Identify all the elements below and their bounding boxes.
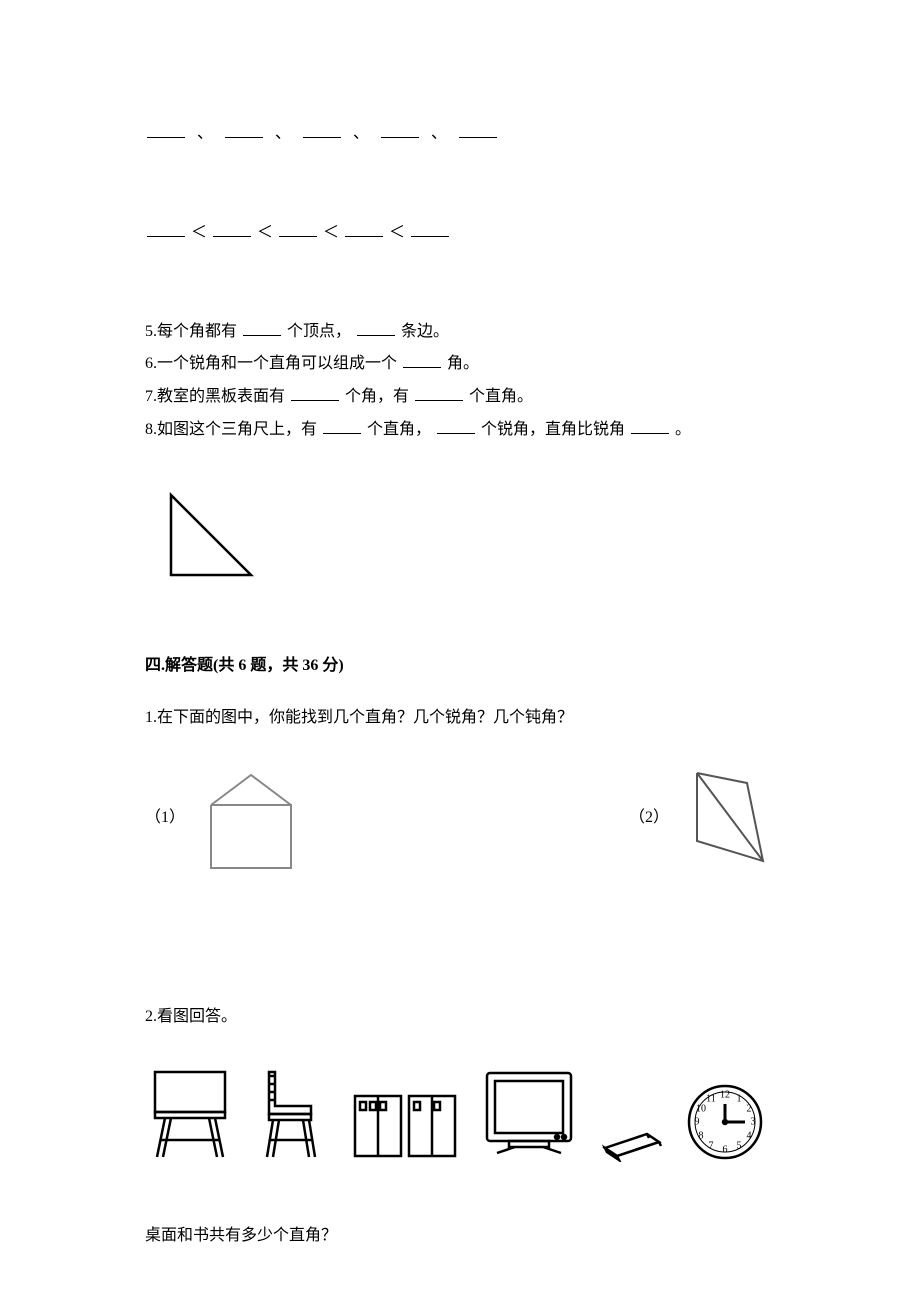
svg-text:11: 11 [706, 1093, 716, 1104]
question-6: 6.一个锐角和一个直角可以组成一个 角。 [145, 350, 775, 379]
shape1-label: （1） [145, 804, 185, 833]
question-5: 5.每个角都有 个顶点， 条边。 [145, 318, 775, 347]
section-4-header: 四.解答题(共 6 题，共 36 分) [145, 652, 775, 681]
eraser-icon [597, 1122, 667, 1162]
question-8: 8.如图这个三角尺上，有 个直角， 个锐角，直角比锐角 。 [145, 416, 775, 445]
svg-text:6: 6 [723, 1144, 728, 1155]
s4-question-1: 1.在下面的图中，你能找到几个直角？几个锐角？几个钝角？ [145, 704, 775, 733]
separator: 、 [275, 120, 291, 149]
svg-text:12: 12 [720, 1089, 730, 1100]
separator: 、 [353, 120, 369, 149]
separator: ＜ [389, 224, 405, 241]
s4q1-shapes-row: （1） （2） [145, 763, 775, 873]
blank [279, 221, 317, 237]
blank [147, 221, 185, 237]
separator: 、 [431, 120, 447, 149]
svg-text:4: 4 [747, 1130, 752, 1141]
triangle-icon [151, 485, 261, 585]
blank [411, 221, 449, 237]
blank [243, 320, 281, 336]
svg-text:3: 3 [751, 1116, 756, 1127]
blank [147, 122, 185, 138]
blank [437, 418, 475, 434]
q8-text-1: 8.如图这个三角尺上，有 [145, 421, 317, 438]
blank [345, 221, 383, 237]
q5-text-1: 5.每个角都有 [145, 323, 237, 340]
blank-sequence-2: ＜ ＜ ＜ ＜ [145, 219, 775, 248]
blank [381, 122, 419, 138]
chair-icon [253, 1062, 333, 1162]
q5-text-2: 个顶点， [287, 323, 351, 340]
question-7: 7.教室的黑板表面有 个角，有 个直角。 [145, 383, 775, 412]
blank [323, 418, 361, 434]
blank [291, 385, 339, 401]
q7-text-2: 个角，有 [345, 388, 409, 405]
shape2-label: （2） [629, 804, 669, 833]
svg-text:2: 2 [747, 1103, 752, 1114]
svg-text:5: 5 [737, 1140, 742, 1151]
q8-text-3: 个锐角，直角比锐角 [481, 421, 625, 438]
blank [303, 122, 341, 138]
set-square-figure [145, 479, 267, 602]
q8-text-4: 。 [675, 421, 691, 438]
quadrilateral-shape-icon [685, 763, 775, 873]
blank [357, 320, 395, 336]
separator: ＜ [323, 224, 339, 241]
svg-text:7: 7 [709, 1140, 714, 1151]
s4-question-2: 2.看图回答。 [145, 1003, 775, 1032]
q7-text-3: 个直角。 [469, 388, 533, 405]
books-icon [351, 1092, 461, 1162]
clock-icon: 12 1 2 3 4 5 6 7 8 9 10 11 [685, 1082, 765, 1162]
q5-text-3: 条边。 [401, 323, 449, 340]
blank [213, 221, 251, 237]
q8-text-2: 个直角， [367, 421, 431, 438]
q6-text-2: 角。 [447, 355, 479, 372]
q6-text-1: 6.一个锐角和一个直角可以组成一个 [145, 355, 397, 372]
s4q2-bottom-text: 桌面和书共有多少个直角？ [145, 1222, 775, 1251]
blank [415, 385, 463, 401]
svg-text:10: 10 [696, 1103, 706, 1114]
shape-group-1: （1） [145, 763, 509, 873]
svg-text:9: 9 [695, 1116, 700, 1127]
blank [403, 352, 441, 368]
objects-row: 12 1 2 3 4 5 6 7 8 9 10 11 [145, 1062, 775, 1162]
blank [631, 418, 669, 434]
separator: ＜ [191, 224, 207, 241]
tv-icon [479, 1067, 579, 1162]
blank [225, 122, 263, 138]
separator: 、 [197, 120, 213, 149]
svg-text:1: 1 [737, 1093, 742, 1104]
blank-sequence-1: 、 、 、 、 [145, 120, 775, 149]
separator: ＜ [257, 224, 273, 241]
house-shape-icon [201, 763, 301, 873]
svg-text:8: 8 [699, 1130, 704, 1141]
q7-text-1: 7.教室的黑板表面有 [145, 388, 285, 405]
shape-group-2: （2） [509, 763, 775, 873]
blank [459, 122, 497, 138]
desk-icon [145, 1062, 235, 1162]
